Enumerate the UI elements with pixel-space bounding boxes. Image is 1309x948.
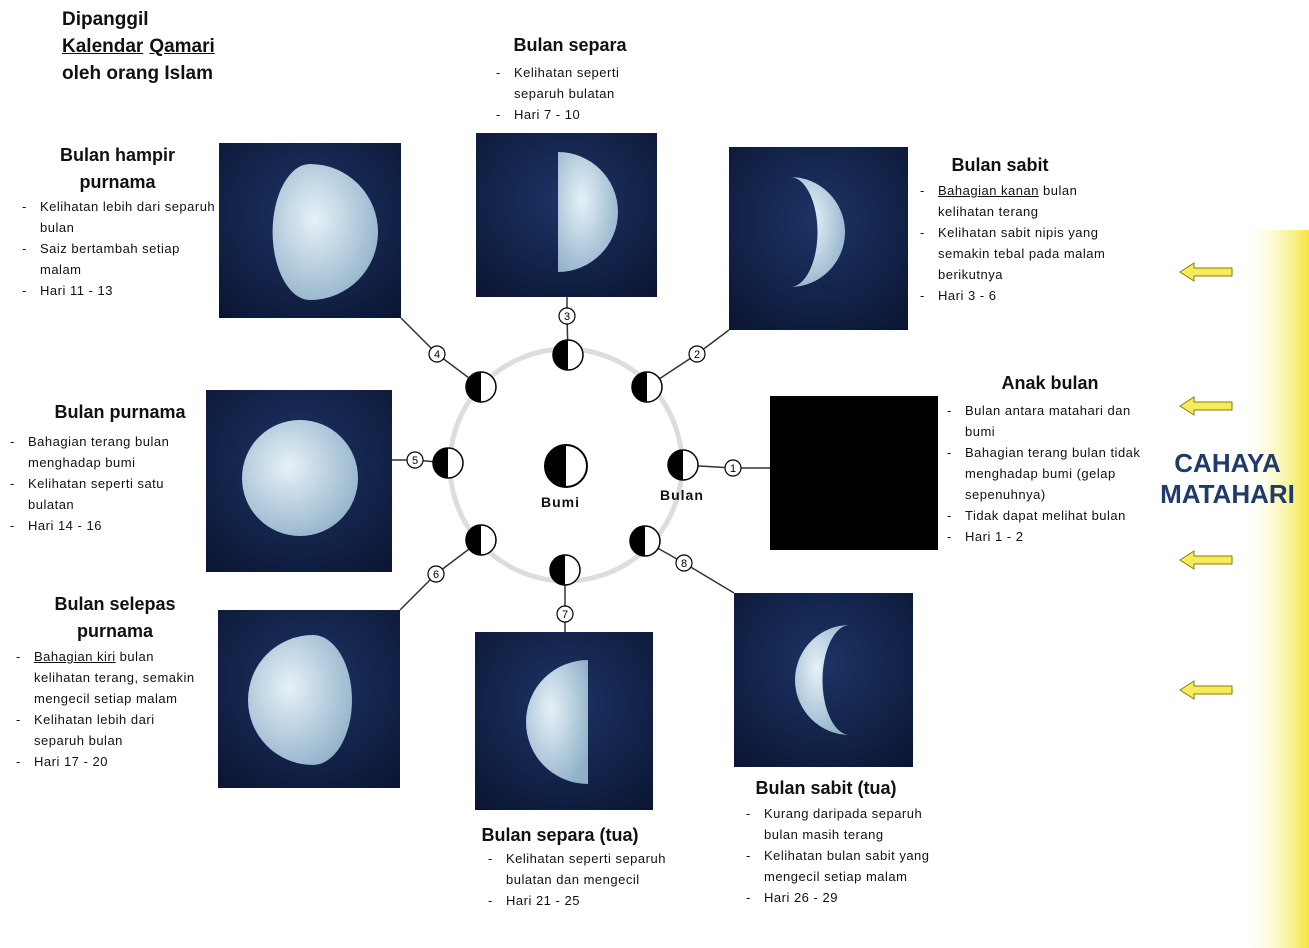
bullet: Bahagian terang bulan tidak menghadap bu… — [943, 442, 1148, 505]
bullet: Kelihatan lebih dari separuh bulan — [12, 709, 202, 751]
header-line: Dipanggil — [62, 6, 215, 33]
sun-glow — [1240, 230, 1309, 948]
phase-title: Bulan purnama — [20, 399, 220, 426]
bullet: Hari 3 - 6 — [916, 285, 1131, 306]
bullet: Hari 11 - 13 — [18, 280, 223, 301]
phase-number: 5 — [412, 455, 418, 467]
bullet-underlined: Bahagian kiri — [34, 649, 116, 664]
bullet: Kelihatan seperti satu bulatan — [6, 473, 206, 515]
connector — [684, 563, 734, 593]
phase-bullets: Kelihatan seperti separuh bulatan dan me… — [484, 848, 674, 911]
moon-photo — [734, 593, 913, 767]
moon-icon-shadow — [668, 450, 683, 480]
earth-label: Bumi — [541, 494, 580, 510]
phase-bullets: Kelihatan lebih dari separuh bulanSaiz b… — [18, 196, 223, 301]
moon-icon-shadow — [632, 372, 647, 402]
sun-line: MATAHARI — [1140, 479, 1309, 510]
phase-title: Anak bulan — [945, 370, 1155, 397]
moon-lit — [242, 420, 358, 536]
header-line: oleh orang Islam — [62, 60, 215, 87]
bullet: Hari 21 - 25 — [484, 890, 674, 911]
bullet: Hari 1 - 2 — [943, 526, 1148, 547]
page: 1 2 3 4 5 6 7 8 Dipanggil Kalendar Qamari oleh o… — [0, 0, 1309, 948]
phase-number: 2 — [694, 349, 700, 361]
bullet: Hari 17 - 20 — [12, 751, 202, 772]
bullet: Saiz bertambah setiap malam — [18, 238, 223, 280]
sun-label: CAHAYA MATAHARI — [1140, 448, 1309, 510]
bullet: Hari 14 - 16 — [6, 515, 206, 536]
header-line: Kalendar Qamari — [62, 33, 215, 60]
bullet: Hari 26 - 29 — [742, 887, 937, 908]
bullet: Kelihatan seperti separuh bulatan — [492, 62, 652, 104]
bullet: Kelihatan seperti separuh bulatan dan me… — [484, 848, 674, 890]
bullet: Bulan antara matahari dan bumi — [943, 400, 1148, 442]
header: Dipanggil Kalendar Qamari oleh orang Isla… — [62, 6, 215, 87]
phase-number: 7 — [562, 609, 568, 621]
bullet: Bahagian terang bulan menghadap bumi — [6, 431, 206, 473]
bullet-underlined: Bahagian kanan — [938, 183, 1039, 198]
phase-title: Bulan separa — [470, 32, 670, 59]
phase-number: 6 — [433, 569, 439, 581]
bullet: Kelihatan lebih dari separuh bulan — [18, 196, 223, 238]
phase-number: 8 — [681, 558, 687, 570]
phase-bullets: Bahagian terang bulan menghadap bumiKeli… — [6, 431, 206, 536]
bullet: Hari 7 - 10 — [492, 104, 652, 125]
phase-bullets: Kelihatan seperti separuh bulatanHari 7 … — [492, 62, 652, 125]
header-word: Qamari — [149, 36, 214, 57]
phase-number: 4 — [434, 349, 440, 361]
phase-bullets: Bulan antara matahari dan bumiBahagian t… — [943, 400, 1148, 547]
bullet: Kelihatan sabit nipis yang semakin tebal… — [916, 222, 1131, 285]
phase-title: Bulan hampir purnama — [40, 142, 195, 196]
bullet: Kelihatan bulan sabit yang mengecil seti… — [742, 845, 937, 887]
phase-number: 3 — [564, 311, 570, 323]
moon-photo — [770, 396, 938, 550]
earth-shadow — [545, 445, 566, 487]
phase-number: 1 — [730, 463, 736, 475]
phase-title: Bulan separa (tua) — [460, 822, 660, 849]
moon-label: Bulan — [660, 487, 704, 503]
moon-icon-shadow — [553, 340, 568, 370]
sun-line: CAHAYA — [1140, 448, 1309, 479]
header-word: Kalendar — [62, 36, 143, 57]
phase-title: Bulan sabit — [900, 152, 1100, 179]
phase-bullets: Kurang daripada separuh bulan masih tera… — [742, 803, 937, 908]
moon-icon-shadow — [433, 448, 448, 478]
phase-title: Bulan sabit (tua) — [726, 775, 926, 802]
moon-icon-shadow — [630, 526, 645, 556]
phase-title: Bulan selepas purnama — [40, 591, 190, 645]
bullet: Tidak dapat melihat bulan — [943, 505, 1148, 526]
bullet: Kurang daripada separuh bulan masih tera… — [742, 803, 937, 845]
